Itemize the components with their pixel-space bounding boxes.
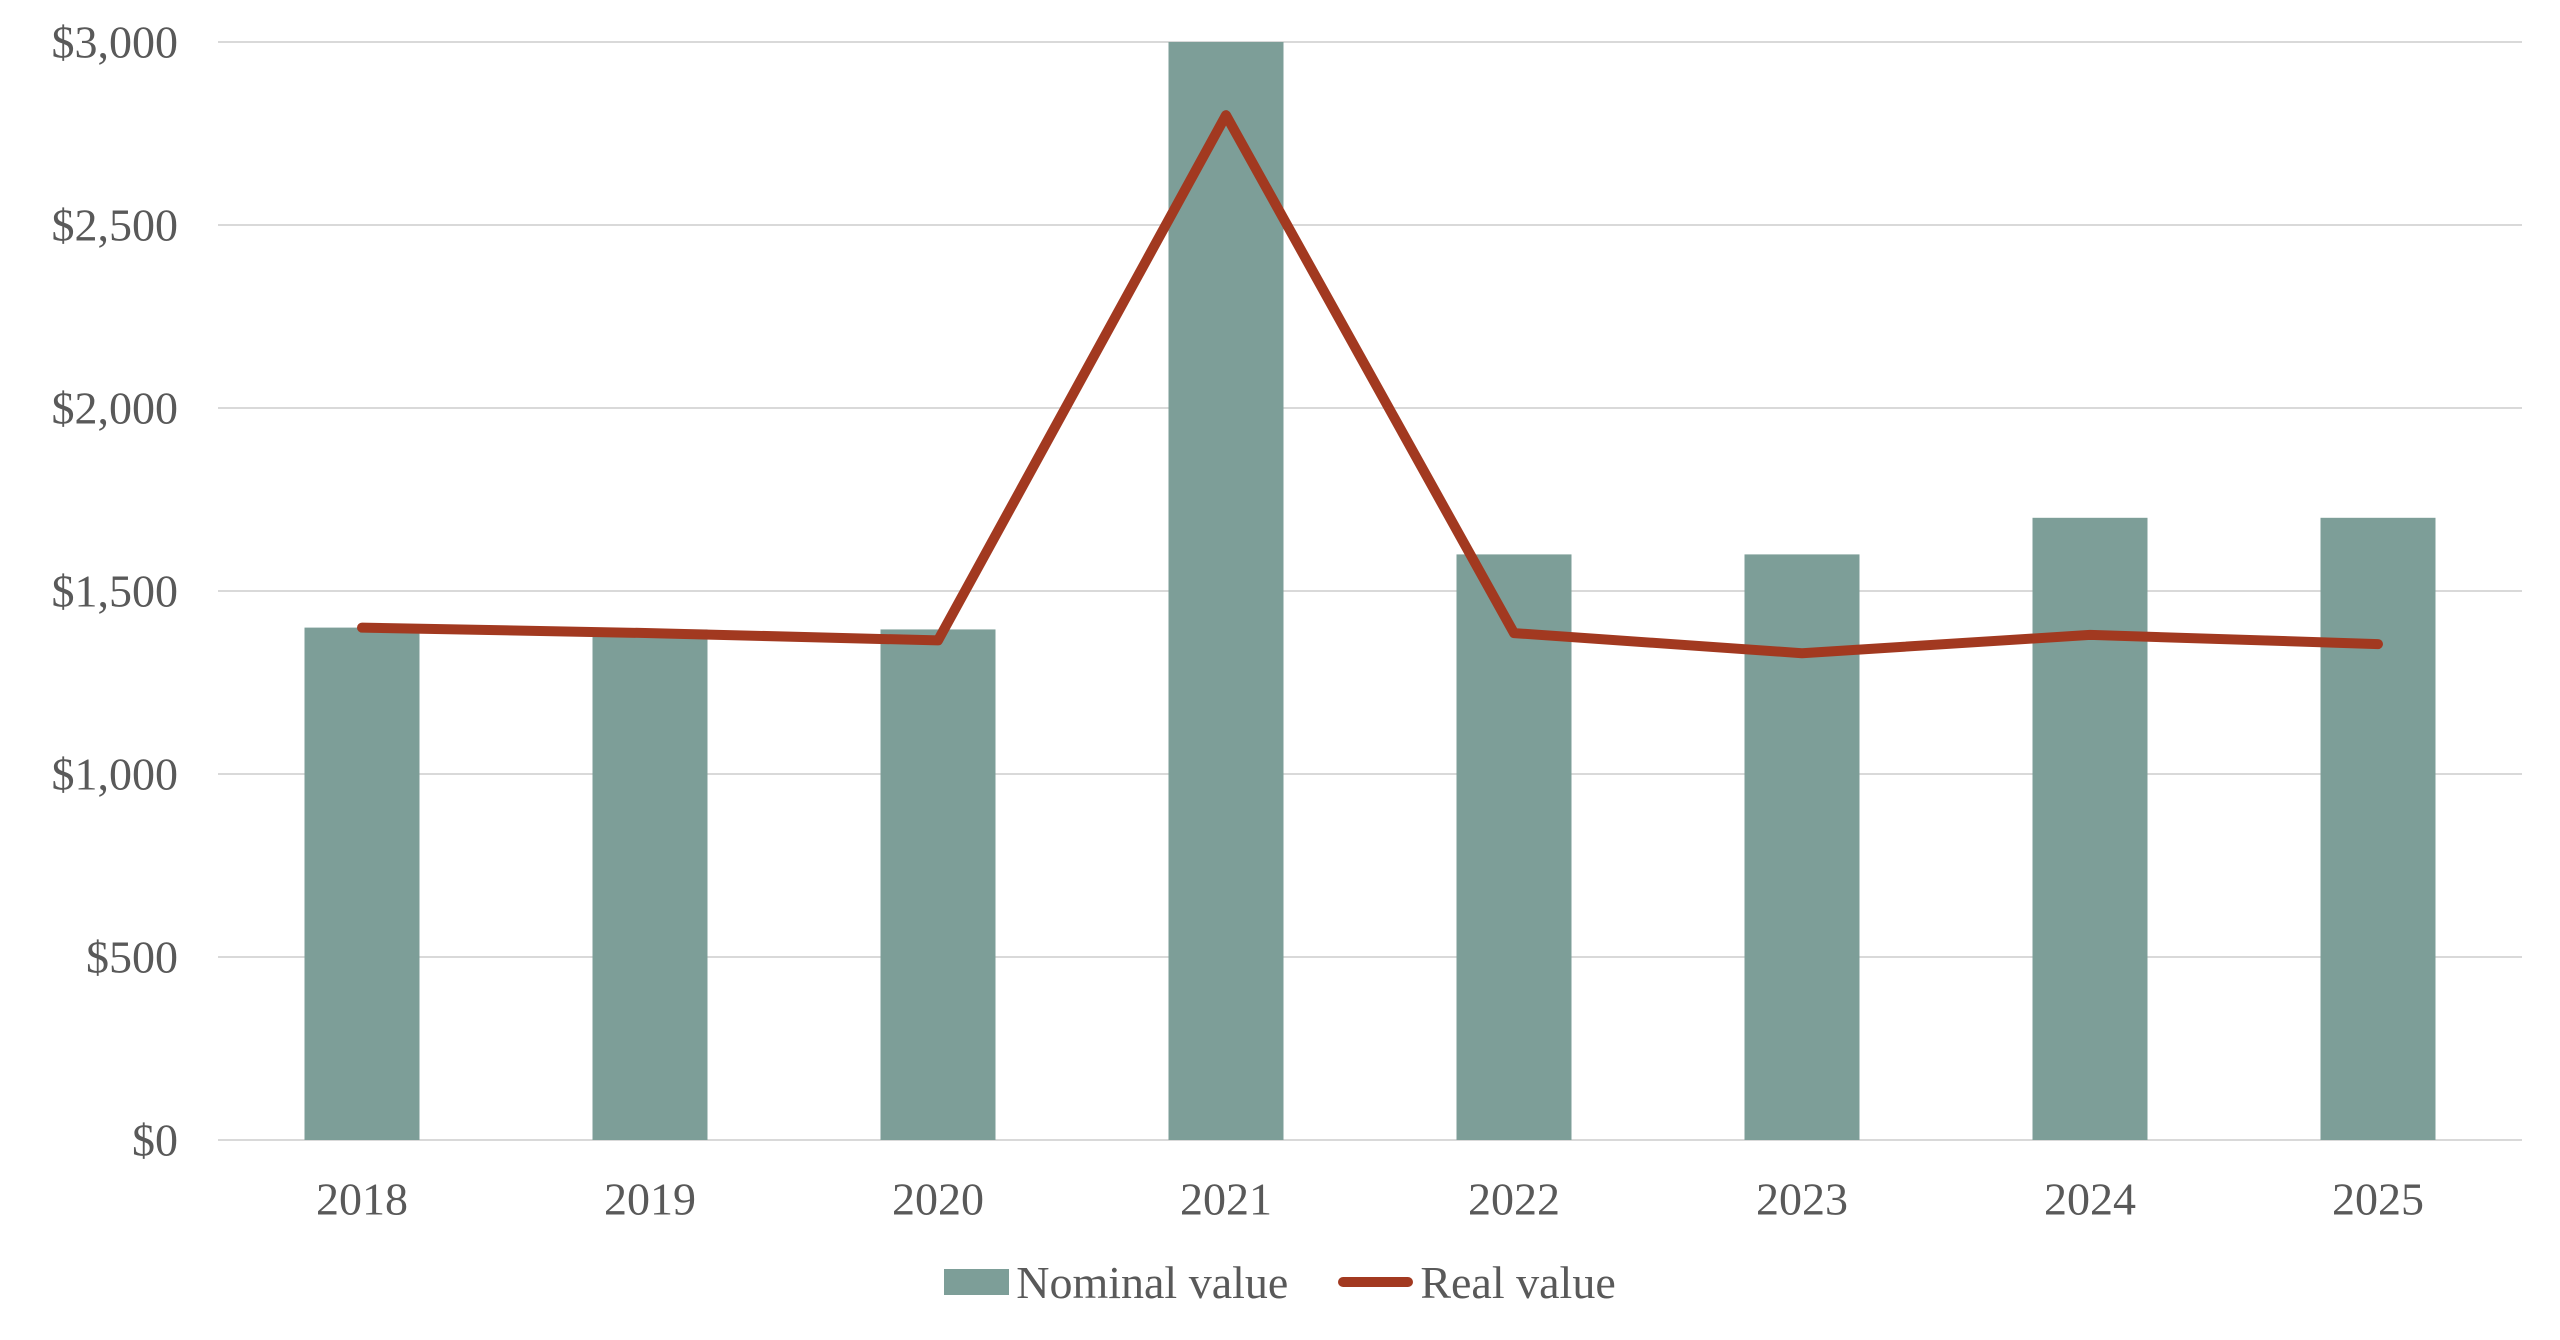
bar-2024	[2032, 517, 2148, 1140]
x-tick-label: 2019	[604, 1174, 696, 1225]
y-tick-label: $1,000	[52, 749, 179, 800]
legend-item-real-value: Real value	[1338, 1256, 1616, 1309]
legend-label-real-value: Real value	[1420, 1256, 1616, 1308]
bar-2021	[1168, 42, 1284, 1140]
bar-2023	[1744, 554, 1860, 1140]
legend-item-nominal-value: Nominal value	[944, 1256, 1288, 1309]
x-tick-label: 2024	[2044, 1174, 2136, 1225]
x-tick-label: 2021	[1180, 1174, 1272, 1225]
x-tick-label: 2020	[892, 1174, 984, 1225]
bar-2020	[880, 629, 996, 1140]
bar-2019	[592, 629, 708, 1140]
nominal-value-swatch	[944, 1269, 1010, 1295]
real-value-line	[357, 110, 2383, 659]
real-value-swatch	[1338, 1277, 1414, 1287]
x-tick-label: 2018	[316, 1174, 408, 1225]
bar-2018	[304, 627, 420, 1140]
y-tick-label: $2,000	[52, 383, 179, 434]
y-tick-label: $2,500	[52, 200, 179, 251]
legend-label-nominal-value: Nominal value	[1016, 1256, 1289, 1308]
y-tick-label: $500	[86, 932, 178, 983]
legend: Nominal value Real value	[0, 1252, 2560, 1312]
x-tick-label: 2025	[2332, 1174, 2424, 1225]
y-tick-label: $0	[132, 1115, 178, 1166]
bar-2022	[1456, 554, 1572, 1140]
y-tick-label: $3,000	[52, 17, 179, 68]
x-tick-label: 2023	[1756, 1174, 1848, 1225]
bar-2025	[2320, 517, 2436, 1140]
x-tick-label: 2022	[1468, 1174, 1560, 1225]
y-tick-label: $1,500	[52, 566, 179, 617]
